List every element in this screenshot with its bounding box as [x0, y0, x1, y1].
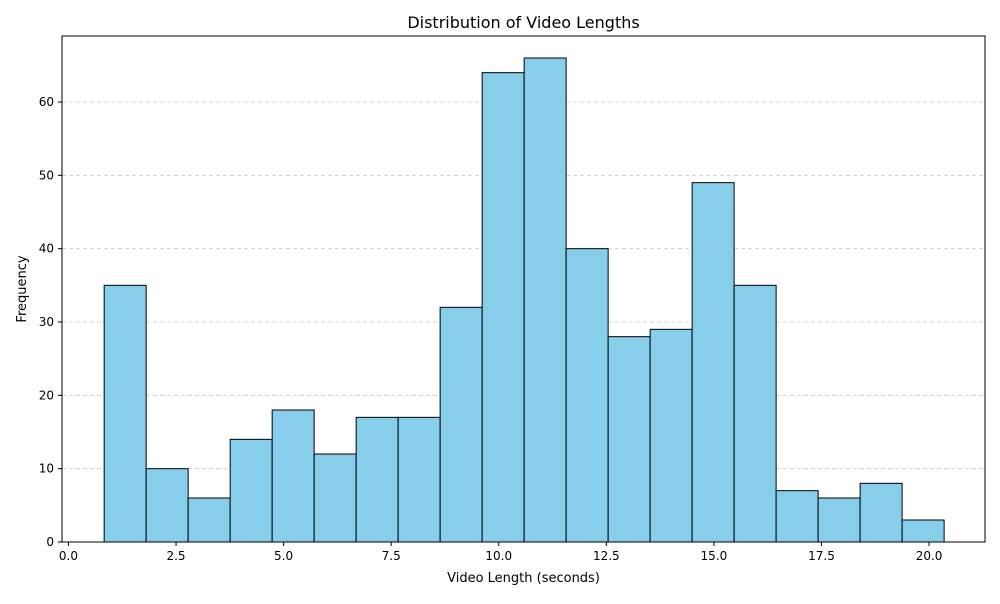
y-tick-label: 60	[39, 95, 54, 109]
histogram-bar	[145, 468, 189, 543]
x-tick-label: 10.0	[485, 549, 512, 563]
x-tick-label: 7.5	[382, 549, 401, 563]
histogram-bar	[229, 438, 273, 543]
histogram-bar	[523, 57, 567, 543]
histogram-bar	[103, 284, 147, 543]
histogram-bar	[187, 497, 231, 543]
y-tick-label: 40	[39, 242, 54, 256]
x-tick-label: 0.0	[59, 549, 78, 563]
chart-title: Distribution of Video Lengths	[407, 13, 639, 32]
x-axis-ticks: 0.0 2.5 5.0 7.5 10.0 12.5 15.0 17.5 20.0	[59, 542, 943, 563]
y-axis-ticks: 0 10 20 30 40 50 60	[39, 95, 62, 549]
histogram-bar	[355, 416, 399, 543]
y-tick-label: 0	[46, 535, 54, 549]
histogram-bar	[565, 248, 609, 543]
histogram-bar	[397, 416, 441, 543]
x-tick-label: 12.5	[593, 549, 620, 563]
y-tick-label: 10	[39, 462, 54, 476]
y-tick-label: 30	[39, 315, 54, 329]
x-axis-label: Video Length (seconds)	[447, 571, 600, 586]
histogram-bar	[439, 306, 483, 543]
bar-layer	[103, 57, 945, 543]
histogram-bar	[481, 72, 525, 543]
x-tick-label: 17.5	[808, 549, 835, 563]
histogram-bar	[901, 519, 945, 543]
histogram-bar	[691, 182, 735, 543]
histogram-bar	[271, 409, 315, 543]
plot-frame	[61, 35, 986, 543]
y-tick-label: 50	[39, 168, 54, 182]
x-tick-label: 5.0	[274, 549, 293, 563]
y-axis-label: Frequency	[15, 255, 30, 322]
histogram-bar	[733, 284, 777, 543]
y-tick-label: 20	[39, 388, 54, 402]
histogram-bar	[649, 328, 693, 543]
x-tick-label: 15.0	[701, 549, 728, 563]
x-tick-label: 20.0	[916, 549, 943, 563]
histogram-bar	[859, 482, 903, 543]
histogram-bar	[775, 490, 819, 543]
histogram-bar	[607, 336, 651, 543]
histogram-bar	[313, 453, 357, 543]
histogram-bar	[817, 497, 861, 543]
x-tick-label: 2.5	[166, 549, 185, 563]
